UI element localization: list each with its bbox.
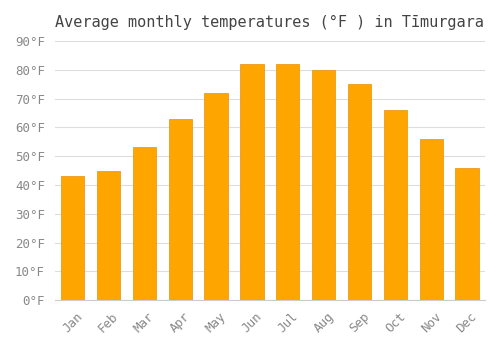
Bar [61, 176, 84, 300]
Bar [456, 168, 478, 300]
Bar [312, 70, 336, 300]
Bar [384, 110, 407, 300]
Bar [240, 64, 264, 300]
Bar [204, 93, 228, 300]
Bar [276, 64, 299, 300]
Bar [348, 84, 371, 300]
Title: Average monthly temperatures (°F ) in Tīmurgara: Average monthly temperatures (°F ) in Tī… [56, 15, 484, 30]
Bar [132, 147, 156, 300]
Bar [97, 170, 120, 300]
Bar [420, 139, 443, 300]
Bar [168, 119, 192, 300]
